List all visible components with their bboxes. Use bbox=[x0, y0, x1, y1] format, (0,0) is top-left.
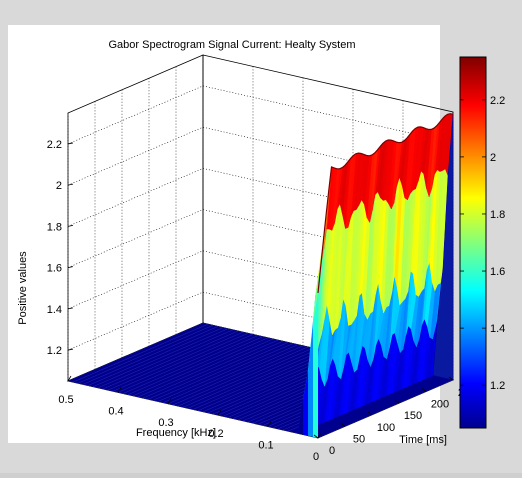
surface-mesh-line bbox=[122, 335, 259, 394]
frequency-tick-mark bbox=[117, 387, 122, 393]
z-axis-ticks: 1.2 1.4 1.6 1.8 2 2.2 bbox=[47, 139, 74, 357]
time-tick-label: 200 bbox=[431, 399, 449, 411]
frequency-tick-mark bbox=[317, 432, 322, 439]
time-tick-mark bbox=[421, 388, 427, 392]
surface-mesh-line bbox=[182, 349, 319, 408]
colorbar-tick-label: 1.2 bbox=[490, 380, 505, 392]
surface-mesh-line bbox=[152, 342, 289, 401]
time-tick-mark bbox=[340, 423, 346, 427]
z-tick-mark bbox=[67, 348, 74, 351]
time-tick-label: 50 bbox=[353, 433, 365, 445]
spectrogram-surface bbox=[67, 113, 454, 439]
surface-mesh-line bbox=[142, 339, 279, 399]
z-tick-mark bbox=[67, 266, 74, 269]
time-tick-label: 150 bbox=[404, 410, 422, 422]
surface-mesh-line bbox=[127, 336, 264, 395]
time-tick-mark bbox=[313, 434, 319, 439]
z-gridline bbox=[67, 209, 454, 268]
surface-mesh-line bbox=[77, 325, 214, 384]
surface-mesh-line bbox=[92, 328, 229, 387]
surface-front-face bbox=[313, 292, 318, 438]
frequency-tick-mark bbox=[217, 409, 222, 416]
z-tick-mark bbox=[67, 307, 74, 310]
surface-front-face bbox=[303, 372, 308, 436]
surface-mesh-line bbox=[112, 333, 249, 392]
frequency-tick-mark bbox=[167, 398, 172, 405]
time-tick-label: 0 bbox=[329, 445, 335, 457]
z-tick-mark bbox=[67, 224, 74, 227]
surface-mesh-line bbox=[147, 341, 284, 400]
surface-front-face bbox=[308, 323, 313, 437]
surface-mesh-line bbox=[137, 338, 274, 398]
colorbar-tick-label: 1.8 bbox=[490, 209, 505, 221]
surface-mesh-line bbox=[102, 330, 239, 390]
z-tick-label: 1.8 bbox=[47, 221, 62, 233]
surface-mesh-line bbox=[162, 344, 299, 403]
colorbar bbox=[459, 56, 487, 429]
surface-mesh-line bbox=[167, 345, 304, 404]
z-tick-label: 1.6 bbox=[47, 263, 62, 275]
surface-mesh-line bbox=[82, 326, 219, 385]
z-gridline bbox=[67, 85, 454, 145]
colorbar-tick-label: 1.6 bbox=[490, 266, 505, 278]
frequency-tick-label: 0.1 bbox=[258, 440, 273, 452]
surface-mesh-line bbox=[72, 323, 209, 383]
z-tick-mark bbox=[67, 183, 74, 186]
z-tick-label: 1.2 bbox=[47, 345, 62, 357]
surface-mesh-line bbox=[117, 334, 254, 393]
frequency-tick-label: 0.2 bbox=[208, 428, 223, 440]
surface-mesh-line bbox=[97, 329, 234, 389]
surface-mesh-line bbox=[132, 337, 269, 397]
z-axis-label: Positive values bbox=[17, 251, 29, 325]
x-axis-label: Frequency [kHz] bbox=[136, 427, 216, 439]
z-gridline bbox=[67, 168, 454, 227]
y-axis-label: Time [ms] bbox=[399, 434, 447, 446]
z-tick-label: 2.2 bbox=[47, 139, 62, 151]
frequency-axis-ticks: 0 0.1 0.2 0.3 0.4 0.5 bbox=[58, 375, 322, 463]
surface-mesh-line bbox=[157, 343, 294, 402]
surface-mesh-line bbox=[177, 347, 314, 407]
z-tick-label: 1.4 bbox=[47, 304, 62, 316]
z-tick-label: 2 bbox=[56, 180, 62, 192]
surface-mesh-line bbox=[192, 351, 329, 410]
time-tick-mark bbox=[394, 399, 400, 404]
z-gridline bbox=[67, 250, 454, 310]
colorbar-tick-label: 2 bbox=[490, 152, 496, 164]
frequency-tick-label: 0 bbox=[313, 451, 319, 463]
colorbar-tick-label: 2.2 bbox=[490, 95, 505, 107]
frequency-tick-label: 0.5 bbox=[58, 394, 73, 406]
surface-mesh-line bbox=[172, 346, 309, 406]
surface-mesh-line bbox=[87, 327, 224, 386]
frequency-tick-label: 0.3 bbox=[158, 417, 173, 429]
surface-mesh-line bbox=[107, 331, 244, 391]
surface-ridge bbox=[317, 113, 454, 293]
frequency-tick-label: 0.4 bbox=[108, 405, 123, 417]
colorbar-ticks: 1.2 1.4 1.6 1.8 2 2.2 bbox=[460, 95, 505, 392]
time-tick-mark bbox=[448, 376, 454, 381]
z-tick-mark bbox=[67, 142, 74, 145]
z-gridline bbox=[67, 291, 454, 351]
time-tick-label: 100 bbox=[377, 422, 395, 434]
time-tick-mark bbox=[367, 411, 373, 416]
frequency-tick-mark bbox=[67, 375, 72, 382]
frequency-tick-mark bbox=[267, 421, 272, 427]
colorbar-tick-label: 1.4 bbox=[490, 323, 505, 335]
chart-title: Gabor Spectrogram Signal Current: Healty… bbox=[109, 39, 356, 51]
surface-front-face bbox=[298, 400, 303, 435]
z-gridline bbox=[67, 126, 454, 186]
surface-mesh-line bbox=[187, 350, 324, 409]
